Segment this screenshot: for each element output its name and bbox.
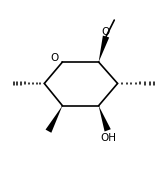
Polygon shape <box>45 106 62 133</box>
Text: OH: OH <box>101 133 117 143</box>
Polygon shape <box>99 36 109 62</box>
Text: O: O <box>101 27 109 37</box>
Polygon shape <box>99 106 111 132</box>
Text: O: O <box>50 53 58 63</box>
